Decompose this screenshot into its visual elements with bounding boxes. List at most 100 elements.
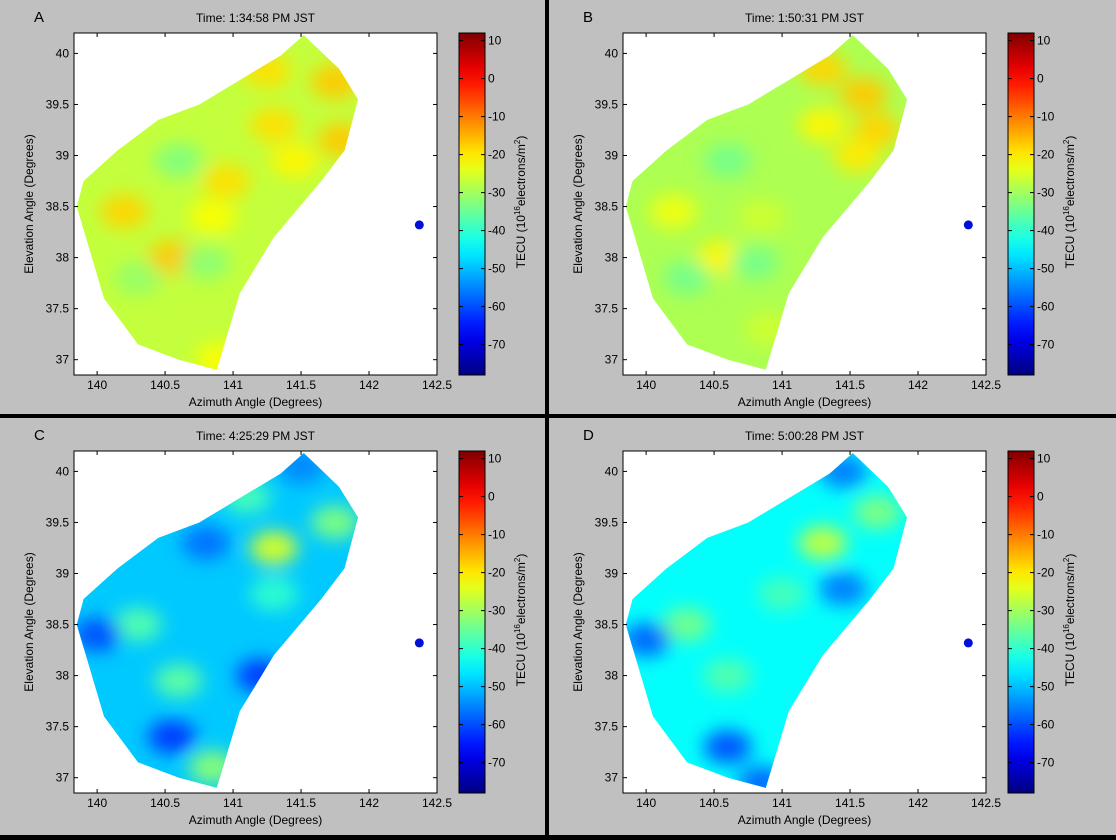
y-tick-label: 39 bbox=[605, 149, 619, 163]
chart-svg: C Time: 4:25:29 PM JST 140 140.5 141 141.5 142… bbox=[22, 427, 528, 827]
chart-title: Time: 1:50:31 PM JST bbox=[745, 11, 865, 25]
chart-svg: D Time: 5:00:28 PM JST 140 140.5 141 141.5 142… bbox=[571, 427, 1077, 827]
y-tick-label: 40 bbox=[56, 46, 70, 60]
colorbar-tick-label: -30 bbox=[488, 186, 506, 200]
colorbar-tick-label: 0 bbox=[1037, 490, 1044, 504]
colorbar bbox=[1007, 32, 1035, 376]
y-tick-label: 39 bbox=[56, 149, 70, 163]
y-tick-label: 37 bbox=[605, 771, 619, 785]
axes-frame bbox=[73, 32, 438, 376]
colorbar-tick-label: -30 bbox=[1037, 186, 1055, 200]
y-tick-label: 37.5 bbox=[595, 302, 619, 316]
x-axis-label: Azimuth Angle (Degrees) bbox=[738, 813, 871, 827]
tec-feature bbox=[113, 607, 162, 642]
x-tick-label: 142.5 bbox=[422, 378, 452, 392]
tec-feature bbox=[113, 261, 162, 296]
x-tick-label: 141.5 bbox=[286, 378, 316, 392]
tec-feature bbox=[249, 576, 298, 611]
axes-frame bbox=[622, 32, 987, 376]
x-tick-label: 142.5 bbox=[971, 378, 1001, 392]
x-tick-label: 142 bbox=[359, 378, 379, 392]
tec-field bbox=[625, 453, 908, 788]
x-tick-label: 141.5 bbox=[835, 796, 865, 810]
y-axis-label: Elevation Angle (Degrees) bbox=[22, 134, 36, 273]
panel-d: D Time: 5:00:28 PM JST 140 140.5 141 141.5 142… bbox=[549, 418, 1116, 835]
station-marker bbox=[414, 220, 424, 230]
colorbar-tick-label: -50 bbox=[1037, 262, 1055, 276]
x-tick-label: 140 bbox=[636, 796, 656, 810]
x-tick-label: 140 bbox=[87, 378, 107, 392]
y-tick-label: 39.5 bbox=[595, 97, 619, 111]
tec-feature bbox=[181, 525, 230, 560]
y-tick-label: 38.5 bbox=[595, 618, 619, 632]
colorbar-tick-label: -60 bbox=[488, 718, 506, 732]
y-axis-label: Elevation Angle (Degrees) bbox=[571, 134, 585, 273]
x-tick-label: 141 bbox=[223, 378, 243, 392]
y-tick-label: 38 bbox=[605, 251, 619, 265]
y-tick-label: 39.5 bbox=[46, 515, 70, 529]
x-tick-label: 141 bbox=[772, 796, 792, 810]
tec-feature bbox=[819, 571, 868, 606]
tec-feature bbox=[188, 199, 237, 234]
x-tick-label: 141 bbox=[223, 796, 243, 810]
panel-a: A Time: 1:34:58 PM JST 140 140.5 141 141.5 142… bbox=[0, 0, 545, 414]
y-axis-label: Elevation Angle (Degrees) bbox=[571, 552, 585, 691]
tec-feature bbox=[839, 77, 888, 112]
y-tick-label: 39.5 bbox=[46, 97, 70, 111]
colorbar-tick-label: -10 bbox=[1037, 110, 1055, 124]
chart-svg: A Time: 1:34:58 PM JST 140 140.5 141 141.5 142… bbox=[22, 9, 528, 409]
colorbar-tick-label: -10 bbox=[488, 528, 506, 542]
x-tick-label: 141.5 bbox=[835, 378, 865, 392]
x-tick-label: 142 bbox=[908, 796, 928, 810]
colorbar-tick-label: -50 bbox=[488, 262, 506, 276]
x-tick-label: 140 bbox=[636, 378, 656, 392]
tec-feature bbox=[249, 530, 298, 565]
colorbar-tick-label: 10 bbox=[1037, 34, 1051, 48]
y-tick-label: 40 bbox=[605, 46, 619, 60]
x-tick-label: 142 bbox=[908, 378, 928, 392]
colorbar-tick-label: -10 bbox=[1037, 528, 1055, 542]
colorbar-tick-label: 0 bbox=[488, 72, 495, 86]
station-marker bbox=[963, 220, 973, 230]
chart-title: Time: 5:00:28 PM JST bbox=[745, 429, 865, 443]
y-tick-label: 39.5 bbox=[595, 515, 619, 529]
colorbar-tick-label: 10 bbox=[1037, 452, 1051, 466]
colorbar-tick-label: -60 bbox=[1037, 718, 1055, 732]
x-axis-label: Azimuth Angle (Degrees) bbox=[189, 395, 322, 409]
y-tick-label: 38.5 bbox=[46, 200, 70, 214]
y-tick-label: 37.5 bbox=[46, 302, 70, 316]
tec-feature bbox=[625, 622, 671, 657]
colorbar-tick-label: -30 bbox=[1037, 604, 1055, 618]
colorbar-tick-label: -70 bbox=[488, 756, 506, 770]
colorbar-tick-label: 0 bbox=[1037, 72, 1044, 86]
y-tick-label: 40 bbox=[56, 464, 70, 478]
colorbar-tick-label: -40 bbox=[1037, 642, 1055, 656]
tec-feature bbox=[100, 194, 149, 229]
colorbar-tick-label: 0 bbox=[488, 490, 495, 504]
colorbar-label: TECU (1016electrons/m2) bbox=[513, 554, 528, 687]
colorbar bbox=[1007, 450, 1035, 794]
x-axis-label: Azimuth Angle (Degrees) bbox=[189, 813, 322, 827]
station-marker bbox=[414, 638, 424, 648]
colorbar-tick-label: -20 bbox=[488, 148, 506, 162]
colorbar-tick-label: -50 bbox=[488, 680, 506, 694]
panel-b: B Time: 1:50:31 PM JST 140 140.5 141 141.5 142… bbox=[549, 0, 1116, 414]
y-tick-label: 38 bbox=[605, 669, 619, 683]
tec-feature bbox=[147, 719, 196, 754]
tec-feature bbox=[853, 495, 902, 530]
x-tick-label: 140 bbox=[87, 796, 107, 810]
colorbar-tick-label: -40 bbox=[488, 224, 506, 238]
y-tick-label: 37 bbox=[56, 771, 70, 785]
y-tick-label: 37.5 bbox=[46, 720, 70, 734]
y-axis-label: Elevation Angle (Degrees) bbox=[22, 552, 36, 691]
tec-feature bbox=[649, 194, 698, 229]
panel-label: B bbox=[583, 9, 593, 26]
station-marker bbox=[963, 638, 973, 648]
chart-svg: B Time: 1:50:31 PM JST 140 140.5 141 141.5 142… bbox=[571, 9, 1077, 409]
colorbar-label: TECU (1016electrons/m2) bbox=[1062, 554, 1077, 687]
x-axis-label: Azimuth Angle (Degrees) bbox=[738, 395, 871, 409]
colorbar-tick-label: -60 bbox=[488, 300, 506, 314]
y-tick-label: 38 bbox=[56, 669, 70, 683]
colorbar bbox=[458, 32, 486, 376]
